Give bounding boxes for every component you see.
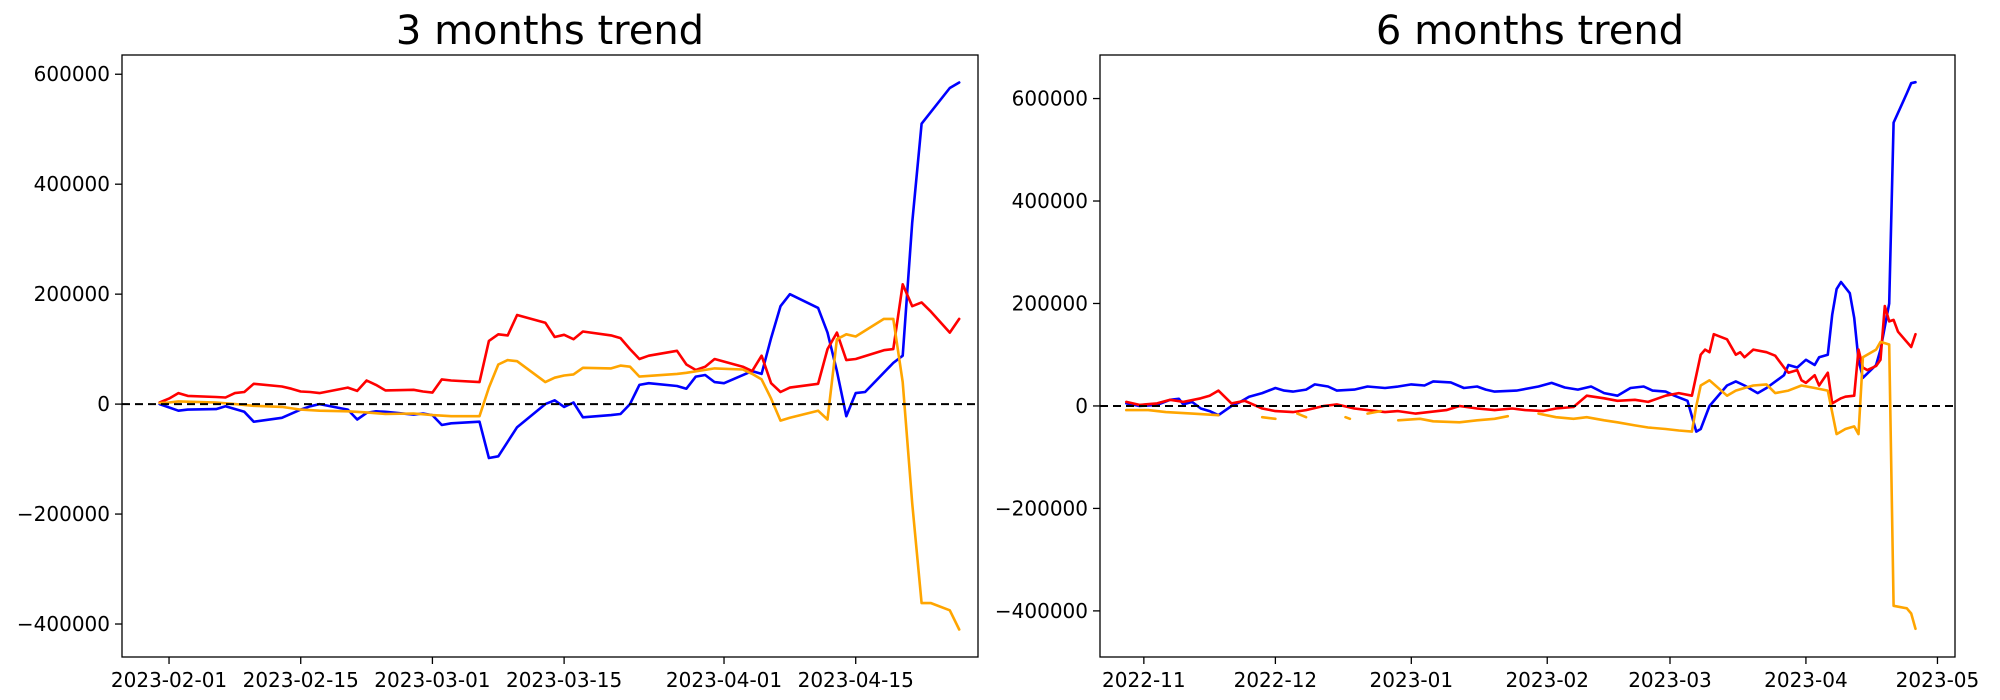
- x-tick-label: 2023-01: [1370, 668, 1454, 692]
- chart-title: 6 months trend: [1376, 8, 1684, 54]
- x-tick-label: 2023-04: [1764, 668, 1848, 692]
- series-line-0: [1125, 80, 1917, 433]
- y-axis-ticks: −400000 −200000 0 200000 400000 600000: [17, 62, 122, 636]
- x-tick-label: 2023-05: [1896, 668, 1980, 692]
- y-tick-label: −200000: [17, 502, 110, 526]
- x-tick-label: 2023-04-01: [666, 668, 782, 692]
- y-axis-ticks: −400000 −200000 0 200000 400000 600000: [995, 87, 1100, 623]
- y-tick-label: 200000: [1012, 291, 1088, 315]
- series-line-2: [158, 317, 961, 631]
- x-tick-label: 2022-12: [1234, 668, 1318, 692]
- y-tick-label: 400000: [1012, 189, 1088, 213]
- x-axis-ticks: 2022-11 2022-12 2023-01 2023-02 2023-03 2023-…: [1102, 657, 1979, 692]
- x-tick-label: 2023-02-01: [111, 668, 227, 692]
- x-tick-label: 2023-03: [1628, 668, 1712, 692]
- y-tick-label: −400000: [17, 612, 110, 636]
- plot-frame: [121, 54, 979, 658]
- series-lines: [158, 81, 961, 631]
- chart-title: 3 months trend: [396, 8, 704, 54]
- x-tick-label: 2023-03-15: [506, 668, 622, 692]
- series-line-1: [1125, 304, 1917, 415]
- y-tick-label: 200000: [34, 282, 110, 306]
- y-tick-label: 600000: [1012, 87, 1088, 111]
- y-tick-label: −200000: [995, 496, 1088, 520]
- plot-frame: [1099, 54, 1956, 658]
- series-line-1: [158, 283, 961, 404]
- y-tick-label: 600000: [34, 62, 110, 86]
- y-tick-label: 400000: [34, 172, 110, 196]
- x-axis-ticks: 2023-02-01 2023-02-15 2023-03-01 2023-03-15…: [111, 657, 914, 692]
- x-tick-label: 2023-02-15: [243, 668, 359, 692]
- x-tick-label: 2023-03-01: [374, 668, 490, 692]
- x-tick-label: 2023-04-15: [798, 668, 914, 692]
- series-lines: [1125, 80, 1917, 631]
- y-tick-label: 0: [97, 392, 110, 416]
- series-line-0: [158, 81, 961, 460]
- x-tick-label: 2023-02: [1505, 668, 1589, 692]
- x-tick-label: 2022-11: [1102, 668, 1186, 692]
- series-line-2: [1125, 340, 1917, 631]
- y-tick-label: −400000: [995, 599, 1088, 623]
- chart-panel-3-months: 3 months trend 2023-02-01 2023-02-15 2023-…: [17, 8, 979, 692]
- y-tick-label: 0: [1075, 394, 1088, 418]
- chart-panel-6-months: 6 months trend 2022-11 2022-12 2023-01 2023…: [995, 8, 1979, 692]
